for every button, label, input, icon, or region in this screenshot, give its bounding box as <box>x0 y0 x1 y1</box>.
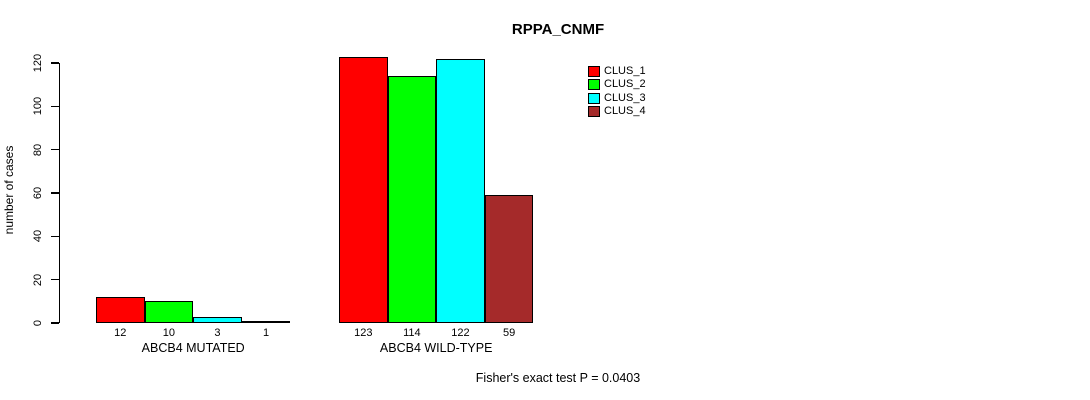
y-tick-label: 80 <box>32 143 44 156</box>
bar-value-label: 59 <box>502 327 516 339</box>
legend-label: CLUS_2 <box>604 78 646 91</box>
y-tick <box>50 148 59 151</box>
legend-swatch <box>588 66 600 77</box>
legend-swatch <box>588 79 600 91</box>
y-tick-label: 120 <box>32 53 44 73</box>
bar-value-label: 122 <box>451 327 470 339</box>
y-tick <box>50 235 59 238</box>
legend-swatch <box>588 106 600 118</box>
legend-swatch <box>588 92 600 104</box>
bar <box>241 320 291 323</box>
bar-value-label: 12 <box>114 327 127 339</box>
legend-label: CLUS_3 <box>604 91 646 104</box>
bar-value-label: 123 <box>354 327 373 339</box>
chart-title: RPPA_CNMF <box>511 21 605 38</box>
bar-value-label: 3 <box>214 327 221 339</box>
bar <box>96 297 145 323</box>
bar <box>387 76 437 323</box>
legend-label: CLUS_4 <box>604 105 646 118</box>
statistical-test-annotation: Fisher's exact test P = 0.0403 <box>475 371 641 385</box>
y-axis-line <box>58 63 60 323</box>
bar <box>193 316 242 323</box>
y-tick <box>50 105 59 108</box>
x-category-label: ABCB4 MUTATED <box>141 341 245 355</box>
y-tick <box>50 192 59 194</box>
bar <box>436 58 485 323</box>
y-tick-label: 100 <box>32 97 44 116</box>
y-tick-label: 20 <box>32 273 44 286</box>
y-tick-label: 60 <box>32 186 44 200</box>
bar-value-label: 1 <box>263 327 270 339</box>
bar <box>144 301 194 323</box>
bar <box>339 56 388 323</box>
bar-value-label: 114 <box>403 327 421 339</box>
bar-value-label: 10 <box>162 327 176 339</box>
y-axis-label: number of cases <box>2 145 16 235</box>
y-tick-label: 40 <box>32 230 44 243</box>
x-category-label: ABCB4 WILD-TYPE <box>379 341 493 355</box>
y-tick <box>50 322 59 324</box>
y-tick-label: 0 <box>32 319 44 327</box>
y-tick <box>50 278 59 281</box>
y-tick <box>50 62 59 64</box>
legend-label: CLUS_1 <box>604 65 646 77</box>
bar <box>484 195 534 323</box>
